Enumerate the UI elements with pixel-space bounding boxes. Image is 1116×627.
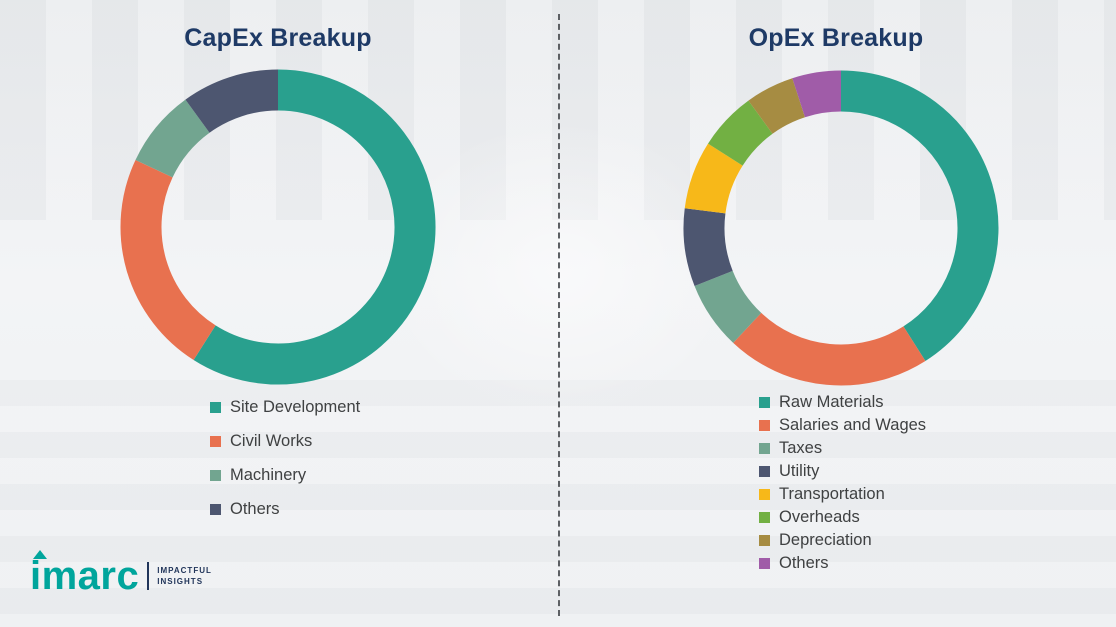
legend-label: Transportation (779, 485, 885, 503)
legend-label: Salaries and Wages (779, 416, 927, 434)
legend-swatch-icon (759, 466, 770, 477)
opex-donut-chart (683, 70, 999, 386)
legend-label: Others (779, 554, 829, 572)
donut-segment-overheads (708, 100, 773, 167)
legend-item: Depreciation (759, 529, 926, 552)
donut-segment-machinery (135, 99, 210, 178)
legend-label: Machinery (230, 465, 307, 484)
legend-swatch-icon (759, 535, 770, 546)
legend-swatch-icon (759, 512, 770, 523)
capex-legend: Site Development Civil Works Machinery Othe… (210, 390, 360, 526)
legend-item: Others (759, 552, 926, 575)
donut-segment-others (792, 70, 842, 118)
donut-segment-site-development (193, 69, 436, 385)
opex-panel: OpEx Breakup Raw Materials Salaries and W… (556, 0, 1116, 627)
legend-label: Civil Works (230, 431, 313, 450)
imarc-logo-text: imarc (30, 554, 140, 598)
imarc-tagline-line2: INSIGHTS (157, 577, 204, 586)
legend-label: Raw Materials (779, 393, 884, 411)
legend-swatch-icon (759, 420, 770, 431)
legend-item: Site Development (210, 390, 360, 424)
donut-segment-raw-materials (840, 70, 999, 361)
legend-swatch-icon (759, 558, 770, 569)
imarc-logo-divider (147, 562, 150, 590)
donut-segment-utility (683, 208, 733, 286)
donut-segment-taxes (694, 270, 762, 343)
imarc-tagline-line1: IMPACTFUL (157, 565, 212, 575)
imarc-logo-tagline: IMPACTFUL INSIGHTS (157, 565, 212, 587)
legend-item: Salaries and Wages (759, 414, 926, 437)
legend-item: Overheads (759, 506, 926, 529)
legend-swatch-icon (210, 435, 221, 447)
opex-legend: Raw Materials Salaries and Wages Taxes Util… (759, 391, 926, 575)
legend-label: Site Development (230, 397, 361, 416)
legend-item: Others (210, 492, 360, 526)
legend-label: Overheads (779, 508, 860, 526)
donut-segment-depreciation (748, 78, 806, 135)
imarc-logo-flag-icon (33, 550, 47, 559)
legend-swatch-icon (759, 489, 770, 500)
donut-segment-transportation (684, 143, 743, 214)
legend-item: Taxes (759, 437, 926, 460)
legend-item: Transportation (759, 483, 926, 506)
legend-swatch-icon (759, 443, 770, 454)
legend-swatch-icon (210, 401, 221, 413)
opex-title: OpEx Breakup (748, 24, 924, 52)
capex-donut-chart (120, 69, 436, 385)
capex-title: CapEx Breakup (184, 24, 372, 52)
imarc-logo: imarc IMPACTFUL INSIGHTS (30, 556, 212, 596)
vertical-divider (558, 14, 560, 616)
donut-segment-civil-works (120, 159, 217, 360)
legend-label: Others (230, 499, 280, 518)
legend-label: Taxes (779, 439, 823, 457)
legend-label: Utility (779, 462, 820, 480)
legend-item: Machinery (210, 458, 360, 492)
donut-segment-salaries-and-wages (733, 312, 926, 386)
legend-swatch-icon (210, 503, 221, 515)
legend-item: Raw Materials (759, 391, 926, 414)
legend-label: Depreciation (779, 531, 872, 549)
legend-swatch-icon (759, 397, 770, 408)
legend-swatch-icon (210, 469, 221, 481)
legend-item: Civil Works (210, 424, 360, 458)
legend-item: Utility (759, 460, 926, 483)
donut-segment-others (185, 69, 279, 134)
capex-panel: CapEx Breakup Site Development Civil Work… (0, 0, 556, 627)
